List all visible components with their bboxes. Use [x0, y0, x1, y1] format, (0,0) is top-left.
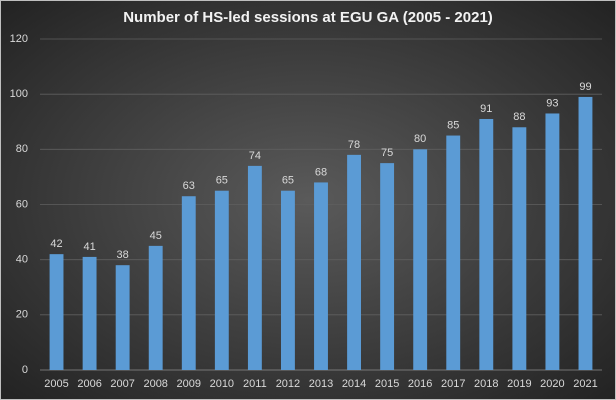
- y-tick-label: 80: [16, 143, 28, 155]
- data-label: 65: [282, 175, 294, 187]
- data-label: 74: [249, 150, 261, 162]
- data-label: 65: [216, 175, 228, 187]
- bar: [380, 163, 395, 370]
- bar: [479, 118, 494, 370]
- x-tick-label: 2012: [276, 378, 300, 390]
- bar: [214, 190, 229, 370]
- bar: [181, 196, 196, 370]
- y-tick-label: 40: [16, 254, 28, 266]
- data-label: 68: [315, 166, 327, 178]
- data-label: 78: [348, 139, 360, 151]
- y-tick-label: 100: [10, 88, 28, 100]
- data-label: 99: [579, 81, 591, 93]
- x-tick-label: 2013: [309, 378, 333, 390]
- y-tick-label: 60: [16, 198, 28, 210]
- bar: [247, 165, 262, 370]
- data-label: 93: [546, 97, 558, 109]
- x-tick-label: 2014: [342, 378, 366, 390]
- x-tick-label: 2020: [540, 378, 564, 390]
- bar: [314, 182, 328, 370]
- bar: [413, 149, 428, 370]
- data-label: 42: [50, 238, 62, 250]
- data-label: 91: [480, 103, 492, 115]
- data-label: 41: [83, 241, 95, 253]
- x-tick-label: 2005: [44, 378, 68, 390]
- x-tick-label: 2009: [177, 378, 201, 390]
- data-label: 75: [381, 147, 393, 159]
- data-label: 38: [117, 249, 129, 261]
- bar: [446, 135, 461, 370]
- bar: [512, 127, 527, 371]
- data-label: 63: [183, 180, 195, 192]
- bar: [148, 245, 163, 370]
- x-tick-label: 2017: [441, 378, 465, 390]
- y-tick-label: 20: [16, 309, 28, 321]
- data-label: 85: [447, 119, 459, 131]
- bar: [49, 254, 64, 370]
- bar: [115, 265, 130, 370]
- chart-title: Number of HS-led sessions at EGU GA (200…: [123, 9, 493, 26]
- bar: [280, 190, 295, 370]
- x-tick-label: 2015: [375, 378, 399, 390]
- bar: [545, 113, 560, 370]
- x-tick-label: 2011: [243, 378, 267, 390]
- x-tick-label: 2021: [573, 378, 597, 390]
- bar: [578, 96, 593, 371]
- x-tick-label: 2010: [210, 378, 234, 390]
- x-tick-label: 2018: [474, 378, 498, 390]
- data-label: 45: [150, 230, 162, 242]
- data-label: 80: [414, 133, 426, 145]
- y-tick-label: 0: [22, 364, 28, 376]
- bar: [82, 256, 97, 370]
- x-tick-label: 2016: [408, 378, 432, 390]
- x-tick-label: 2019: [507, 378, 531, 390]
- bar: [347, 154, 362, 370]
- data-label: 88: [513, 111, 525, 123]
- y-tick-label: 120: [10, 33, 28, 45]
- x-tick-label: 2006: [77, 378, 101, 390]
- x-tick-label: 2008: [143, 378, 167, 390]
- x-tick-label: 2007: [110, 378, 134, 390]
